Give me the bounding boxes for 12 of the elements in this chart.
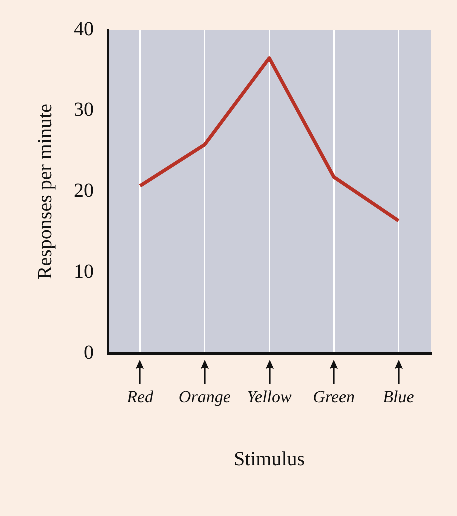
- x-tick-label: Green: [313, 387, 356, 406]
- x-tick-label: Orange: [178, 387, 232, 406]
- x-tick-label: Red: [126, 387, 154, 406]
- y-tick-label: 40: [74, 18, 94, 40]
- y-axis-title: Responses per minute: [34, 104, 56, 280]
- y-tick-label: 0: [84, 342, 94, 364]
- y-tick-label: 20: [74, 180, 94, 202]
- x-axis-title: Stimulus: [234, 448, 306, 470]
- x-tick-label: Yellow: [247, 387, 293, 406]
- x-tick-label: Blue: [383, 387, 415, 406]
- y-tick-label: 10: [74, 260, 94, 283]
- y-tick-label: 30: [74, 99, 94, 122]
